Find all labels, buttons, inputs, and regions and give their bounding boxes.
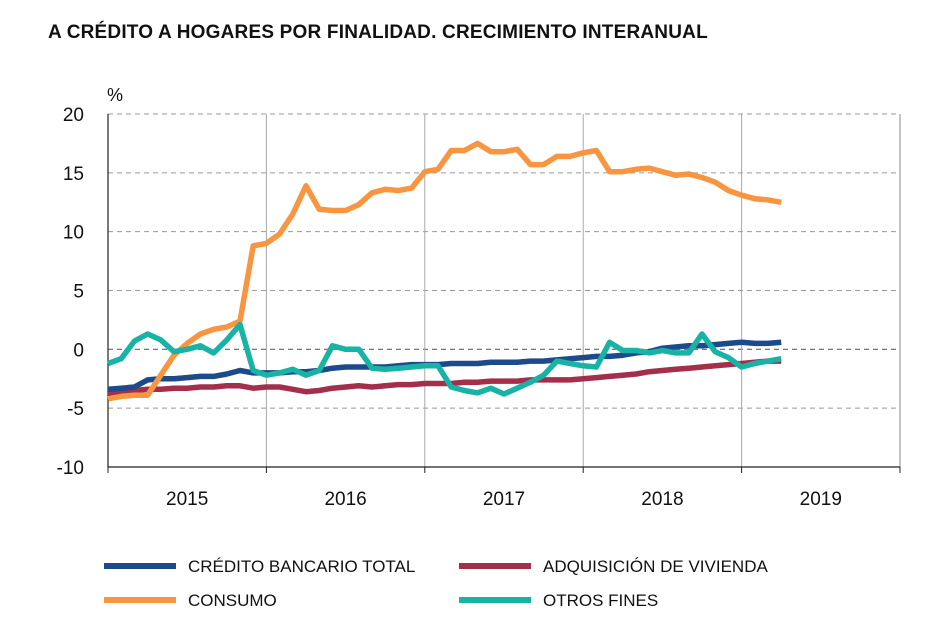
x-tick-label: 2015 xyxy=(166,489,208,510)
y-axis-unit-label: % xyxy=(107,85,123,105)
y-tick-label: 0 xyxy=(73,340,84,361)
series-line-otros-fines xyxy=(107,321,782,397)
series-line-consumo xyxy=(107,140,782,402)
series-line-credito-bancario-total xyxy=(107,339,782,393)
grid-layer xyxy=(108,113,900,467)
legend-label: OTROS FINES xyxy=(543,591,658,610)
x-tick-label: 2016 xyxy=(324,489,366,510)
y-tick-label: 5 xyxy=(73,282,84,303)
series-line-adquisicion-de-vivienda xyxy=(107,358,782,397)
y-tick-label: -10 xyxy=(57,458,84,479)
x-tick-label: 2018 xyxy=(641,489,683,510)
chart-title: A CRÉDITO A HOGARES POR FINALIDAD. CRECI… xyxy=(48,22,708,43)
legend-label: ADQUISICIÓN DE VIVIENDA xyxy=(543,557,768,576)
y-tick-label: 15 xyxy=(63,164,84,185)
x-tick-label: 2019 xyxy=(800,489,842,510)
y-tick-label: 20 xyxy=(63,105,84,126)
y-tick-label: -5 xyxy=(67,399,84,420)
legend-label: CRÉDITO BANCARIO TOTAL xyxy=(188,557,415,576)
y-tick-label: 10 xyxy=(63,223,84,244)
x-tick-label: 2017 xyxy=(483,489,525,510)
series-layer xyxy=(107,140,782,402)
legend-label: CONSUMO xyxy=(188,591,277,610)
legend: CRÉDITO BANCARIO TOTAL ADQUISICIÓN DE VIV… xyxy=(104,557,768,610)
